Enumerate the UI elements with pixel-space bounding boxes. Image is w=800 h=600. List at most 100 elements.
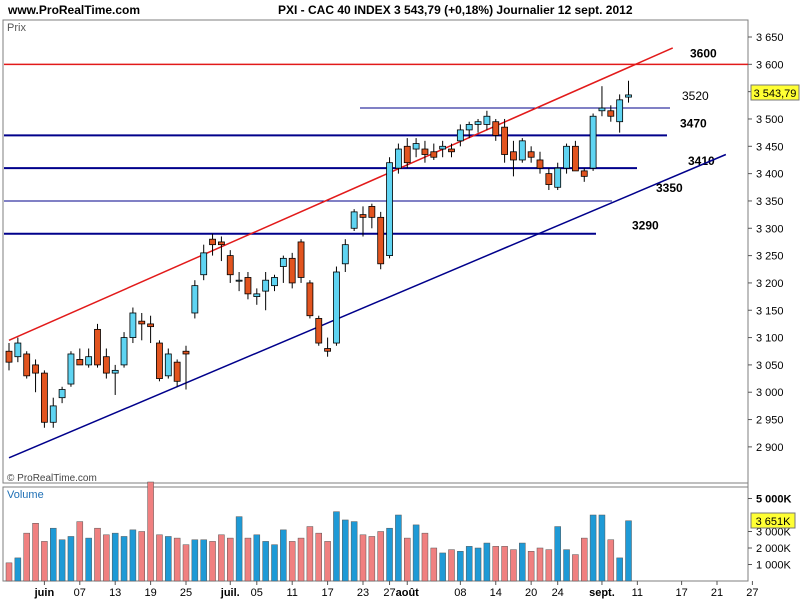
date-tick-label: 17 [675, 587, 687, 599]
volume-bar [111, 532, 119, 582]
volume-bar [386, 527, 393, 582]
volume-bar [227, 537, 234, 582]
last-price-label: 3 543,79 [754, 88, 797, 100]
candle-body [341, 244, 349, 265]
candle [76, 348, 84, 366]
candle [94, 323, 101, 368]
volume-bar [85, 537, 92, 582]
price-panel-frame [2, 19, 749, 484]
volume-bar [572, 554, 579, 582]
candle [483, 110, 491, 130]
candle-body [625, 94, 632, 98]
volume-bar [412, 524, 420, 582]
candle [412, 138, 420, 158]
volume-tick-label: 1 000K [756, 560, 792, 572]
volume-bar [554, 526, 561, 582]
candle-body [324, 348, 332, 352]
volume-bar [483, 542, 491, 582]
level-label-3520: 3520 [682, 89, 709, 103]
candle [58, 386, 66, 404]
volume-bar [545, 549, 553, 582]
volume-bar [359, 534, 367, 582]
candle [456, 124, 464, 147]
volume-bar [32, 523, 39, 582]
date-tick-label: juil. [220, 587, 240, 599]
candle [492, 118, 500, 141]
volume-bar [297, 537, 305, 582]
candle-body [271, 277, 278, 287]
candle [49, 397, 57, 428]
candle-body [173, 361, 181, 382]
candle [572, 140, 579, 172]
candle-body [510, 151, 517, 161]
site-url[interactable]: www.ProRealTime.com [8, 3, 141, 17]
candle [518, 138, 526, 163]
instrument-info: PXI - CAC 40 INDEX 3 543,79 (+0,18%) Jou… [278, 3, 633, 17]
candle [5, 343, 13, 371]
candle-body [129, 312, 137, 338]
volume-bar [5, 562, 13, 582]
volume-bar [607, 539, 615, 582]
candle [536, 151, 544, 174]
volume-bar [244, 537, 252, 582]
candle-body [412, 143, 420, 150]
date-tick-label: 07 [74, 587, 86, 599]
date-tick-label: sept. [589, 587, 615, 599]
candle [545, 168, 553, 191]
candle [217, 236, 225, 262]
volume-bar [492, 546, 499, 582]
volume-bar [280, 529, 287, 582]
volume-bar [41, 541, 48, 582]
candle-body [545, 173, 553, 185]
candle-body [164, 353, 172, 377]
candle [341, 239, 349, 272]
volume-bar [457, 551, 464, 582]
support-trendline [8, 153, 727, 459]
candle [474, 118, 482, 133]
level-label-3410: 3410 [688, 154, 715, 168]
candle-body [501, 126, 509, 155]
copyright-label: © ProRealTime.com [7, 473, 97, 484]
date-tick-label: 21 [711, 587, 723, 599]
volume-bar [333, 511, 340, 582]
candle [147, 315, 155, 344]
candle [226, 250, 234, 283]
candle-body [5, 350, 13, 363]
volume-bar [519, 542, 526, 582]
candle [200, 244, 208, 281]
candle [23, 351, 31, 379]
candle-body [386, 162, 393, 257]
candle [448, 143, 455, 158]
candle-body [368, 206, 376, 218]
volume-layer [5, 481, 632, 582]
volume-tick-label: 3 000K [756, 527, 792, 539]
price-tick-label: 3 200 [756, 278, 784, 290]
candle-body [120, 337, 128, 366]
candle [527, 146, 535, 163]
candle [32, 359, 39, 393]
candle [368, 203, 376, 229]
candle-body [67, 353, 75, 385]
volume-bar [94, 527, 101, 582]
candle-body [111, 369, 119, 374]
candle [625, 80, 632, 103]
candle-body [23, 353, 31, 377]
volume-bar [342, 519, 349, 582]
candle [244, 271, 252, 300]
price-tick-label: 3 050 [756, 360, 784, 372]
volume-bar [262, 541, 269, 582]
volume-bar [58, 539, 66, 582]
candle-body [315, 318, 323, 344]
date-tick-label: août [396, 587, 420, 599]
date-tick-label: 23 [357, 587, 369, 599]
volume-bar [14, 557, 22, 582]
price-tick-label: 3 300 [756, 223, 784, 235]
price-tick-label: 3 650 [756, 32, 784, 44]
volume-bar [288, 541, 296, 582]
candle [253, 288, 261, 305]
candle [85, 348, 93, 368]
candle-body [456, 129, 464, 142]
candle-body [359, 214, 367, 218]
volume-bar [395, 514, 402, 582]
